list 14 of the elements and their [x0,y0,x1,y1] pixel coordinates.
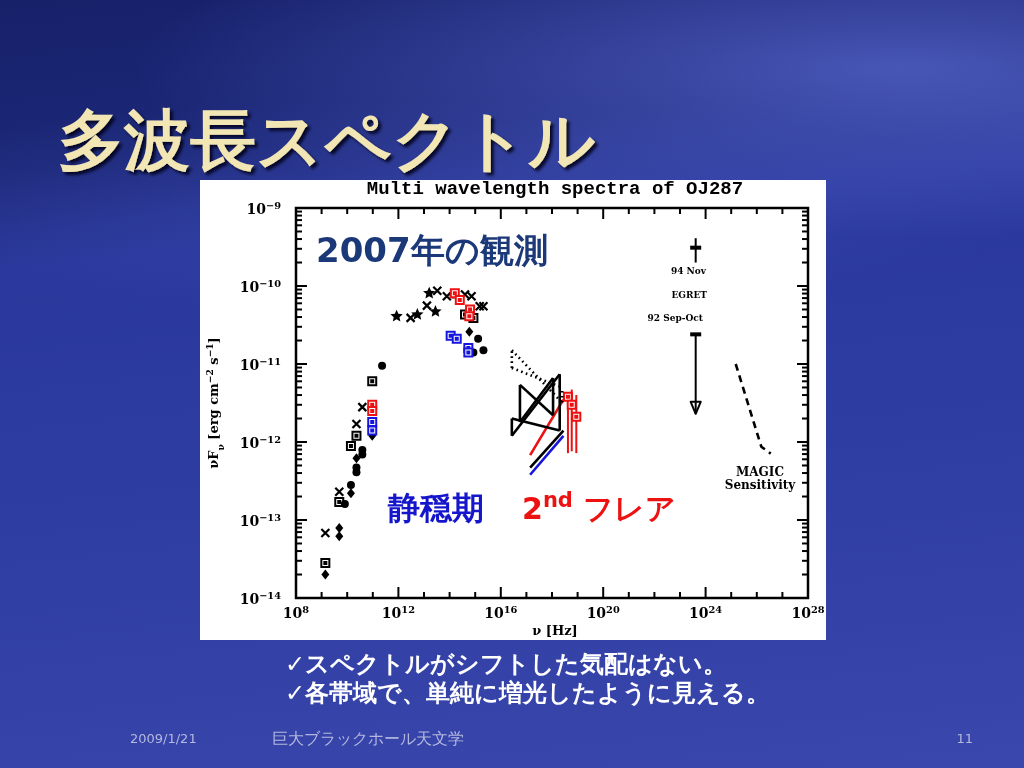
annotation: EGRET [671,290,707,300]
annotation: 2$^{nd}$ フレア [522,488,677,526]
title: 多波長スペクトル [58,102,596,179]
annotation: 2009/1/21 [130,731,197,746]
annotation: 94 Nov [670,266,706,276]
annotation: 巨大ブラックホール天文学 [272,729,464,748]
chart-title: Multi wavelength spectra of OJ287 [366,178,744,200]
xlabel: ν [Hz] [532,623,578,638]
annotation: 11 [956,731,973,746]
annotation: 2007年の観測 [316,230,548,270]
annotation: 92 Sep-Oct [647,313,703,323]
annotation: ✓各帯域で、単純に増光したように見える。 [285,679,771,707]
annotation: 静穏期 [388,489,484,527]
annotation: ✓スペクトルがシフトした気配はない。 [285,650,728,678]
